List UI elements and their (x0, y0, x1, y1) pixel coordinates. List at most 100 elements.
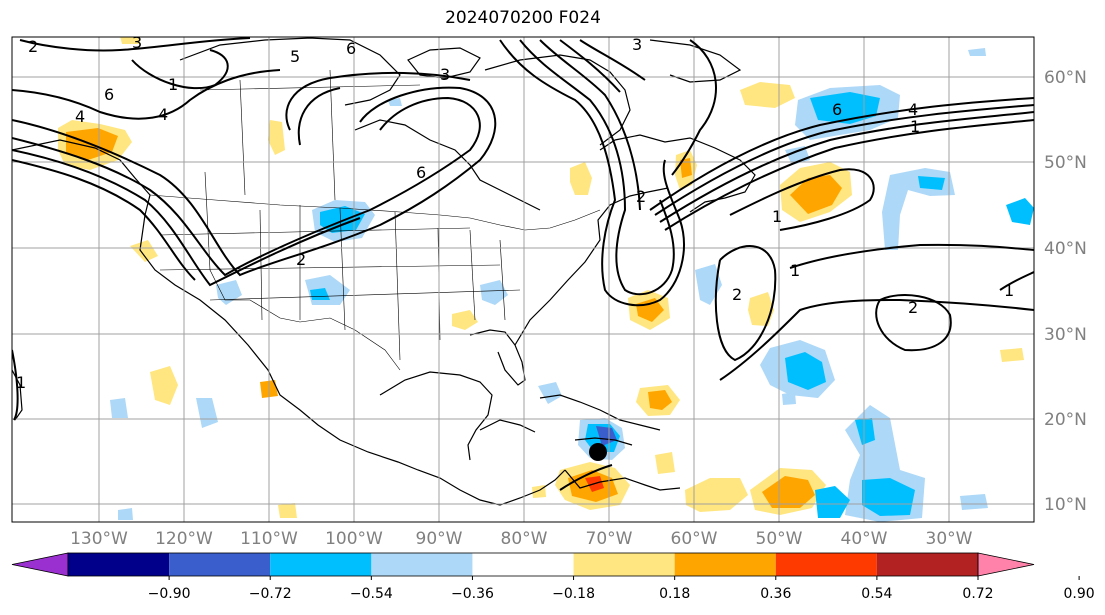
lon-label: 120°W (155, 529, 213, 549)
contour-label: 4 (158, 105, 168, 124)
contour-labels: 2 3 5 6 1 4 3 6 4 2 6 4 1 6 1 2 2 1 2 1 … (16, 33, 1014, 392)
warm-region-small5 (655, 452, 675, 474)
lon-label: 90°W (416, 529, 463, 549)
colorbar-segment (573, 553, 675, 576)
lat-label: 30°N (1044, 325, 1087, 345)
warm-region-quebec-core (680, 158, 692, 178)
contour-label: 6 (104, 85, 114, 104)
warm-region-atlantic-c-core (636, 298, 664, 322)
cool-region-atl-ne-core (918, 176, 945, 190)
colorbar-label: 0.72 (962, 586, 993, 602)
colorbar: −0.90 −0.72 −0.54 −0.36 −0.18 0.18 0.36 0.54 0.7… (11, 552, 1095, 602)
contour-lines (12, 37, 1034, 491)
lon-label: 50°W (756, 529, 803, 549)
contour-label: 2 (296, 250, 306, 269)
cool-region-small1 (110, 398, 128, 418)
cool-region-fl (480, 280, 508, 305)
cool-region-trop-e-core (855, 418, 875, 445)
cool-region-east (1006, 198, 1034, 225)
colorbar-label: 0.18 (659, 586, 690, 602)
cool-region-sargasso-core (785, 352, 826, 390)
colorbar-label: −0.90 (148, 586, 191, 602)
cool-region-texas-core (310, 288, 330, 300)
contour-label: 4 (908, 100, 918, 119)
contour-label: 4 (75, 107, 85, 126)
colorbar-label: −0.54 (350, 586, 393, 602)
shaded-anomaly-regions (58, 37, 1034, 522)
lon-label: 110°W (240, 529, 298, 549)
cool-region-small3 (118, 508, 133, 520)
colorbar-segment (371, 553, 473, 576)
warm-region-trop-atl-core (762, 476, 815, 508)
lon-label: 130°W (70, 529, 128, 549)
contour-label: 6 (416, 163, 426, 182)
lat-label: 20°N (1044, 410, 1087, 430)
colorbar-segment (775, 553, 877, 576)
colorbar-segment (472, 553, 574, 576)
warm-region-small1 (130, 240, 158, 262)
contour-label: 2 (28, 37, 38, 56)
colorbar-label: 0.90 (1064, 586, 1095, 602)
contour-label: 1 (168, 75, 178, 94)
political-borders (149, 69, 601, 371)
cool-region-trop-e-core2 (862, 478, 915, 516)
warm-region-lakes (570, 162, 592, 195)
contour-label: 5 (290, 47, 300, 66)
lon-label: 30°W (926, 529, 973, 549)
lat-label: 60°N (1044, 68, 1087, 88)
contour-label: 1 (790, 261, 800, 280)
coastlines (12, 37, 756, 506)
lon-label: 60°W (671, 529, 718, 549)
colorbar-segment (169, 553, 271, 576)
lon-label: 70°W (586, 529, 633, 549)
lat-label: 50°N (1044, 153, 1087, 173)
contour-label: 6 (346, 39, 356, 58)
cool-region-hispaniola-dark (596, 426, 617, 446)
gridlines (12, 37, 1034, 522)
warm-region-plains (452, 310, 478, 330)
contour-label: 2 (732, 285, 742, 304)
map-title: 2024070200 F024 (445, 8, 601, 28)
colorbar-segment (674, 553, 776, 576)
warm-region-sub-core (648, 390, 672, 410)
cool-region-small6 (968, 48, 986, 56)
lat-label: 40°N (1044, 239, 1087, 259)
colorbar-extend-low (11, 552, 69, 577)
contour-label: 6 (832, 100, 842, 119)
warm-region-small6 (120, 37, 140, 44)
contour-label: 2 (908, 298, 918, 317)
contour-label: 1 (1004, 281, 1014, 300)
warm-region-small7 (278, 503, 297, 518)
colorbar-segment (270, 553, 372, 576)
latitude-labels: 60°N 50°N 40°N 30°N 20°N 10°N (1044, 68, 1087, 515)
contour-label: 1 (772, 207, 782, 226)
warm-region-mid-atl (748, 292, 774, 326)
warm-region-small3 (1000, 348, 1024, 362)
colorbar-segment (876, 553, 978, 576)
lon-label: 40°W (841, 529, 888, 549)
warm-region-greenland (740, 82, 795, 108)
colorbar-label: −0.36 (451, 586, 494, 602)
contour-label: 3 (632, 35, 642, 54)
contour-label: 3 (132, 33, 142, 52)
cool-region-trop-w (815, 486, 850, 518)
cool-region-bahamas (538, 382, 562, 404)
warm-region-atlantic-n-core (790, 175, 842, 214)
colorbar-label: −0.72 (249, 586, 292, 602)
contour-label: 1 (16, 373, 26, 392)
cool-region-small2 (196, 398, 218, 428)
colorbar-label: 0.54 (861, 586, 892, 602)
colorbar-segment (68, 553, 170, 576)
cool-region-baja (216, 280, 242, 305)
lon-label: 100°W (325, 529, 383, 549)
colorbar-label: −0.18 (552, 586, 595, 602)
contour-label: 2 (636, 187, 646, 206)
cool-region-small4 (960, 494, 988, 510)
contour-label: 1 (910, 117, 920, 136)
cool-region-small7 (782, 392, 796, 405)
colorbar-frame (67, 552, 979, 577)
warm-region-canada (268, 120, 285, 155)
longitude-labels: 130°W 120°W 110°W 100°W 90°W 80°W 70°W 6… (70, 529, 973, 549)
storm-center-marker (589, 443, 607, 461)
